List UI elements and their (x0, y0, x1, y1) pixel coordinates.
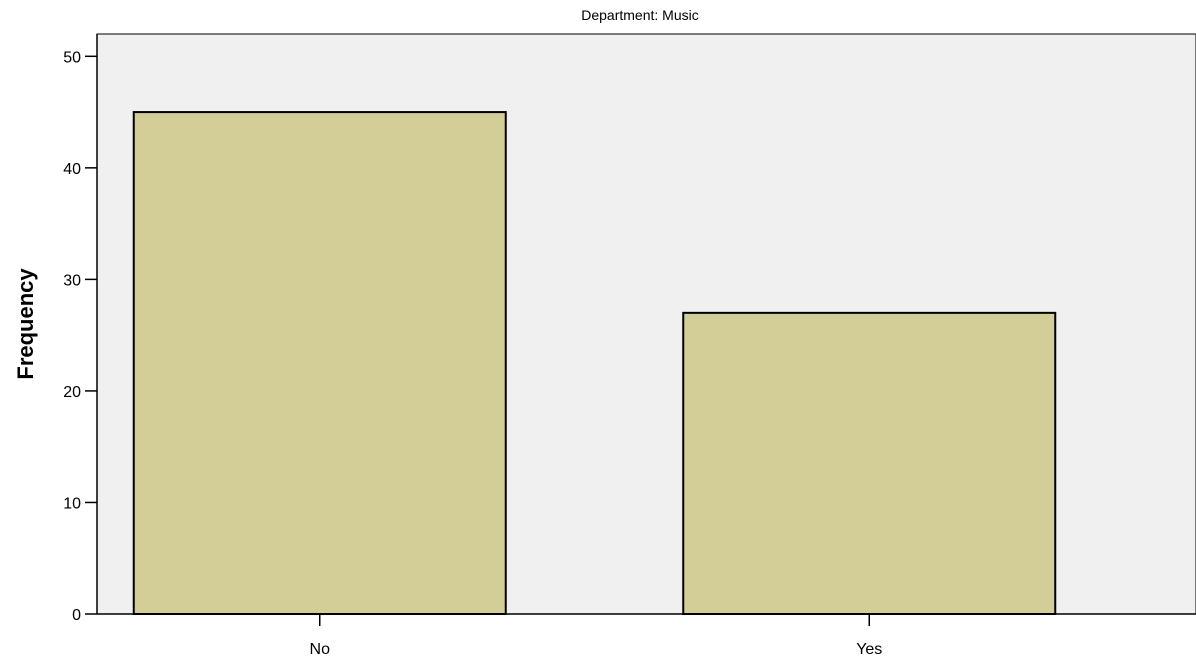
x-tick-label-yes: Yes (856, 641, 882, 658)
y-axis-title: Frequency (13, 268, 38, 380)
x-tick-label-no: No (310, 641, 331, 658)
bar-yes (682, 311, 1057, 615)
chart-title: Department: Music (581, 7, 698, 23)
y-tick-label: 0 (72, 607, 81, 624)
y-tick-label: 30 (63, 272, 81, 289)
y-tick-label: 10 (63, 495, 81, 512)
y-tick-label: 40 (63, 161, 81, 178)
bar-no (132, 111, 507, 615)
y-tick-label: 20 (63, 384, 81, 401)
y-tick-label: 50 (63, 49, 81, 66)
